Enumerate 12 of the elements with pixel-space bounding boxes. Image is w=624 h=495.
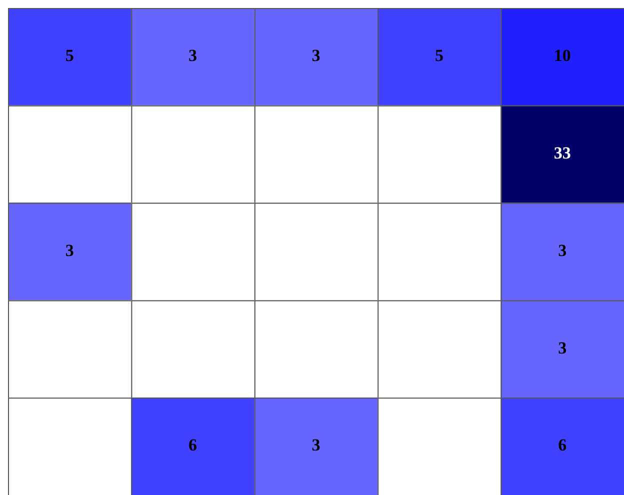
data-label: 6 [558, 436, 567, 455]
data-label: 3 [65, 240, 74, 260]
data-label: 3 [312, 46, 320, 66]
data-label: 6 [188, 436, 198, 455]
data-label: 3 [558, 240, 567, 260]
data-label: 3 [188, 46, 198, 66]
data-label: 5 [434, 46, 444, 66]
data-label: 10 [554, 46, 571, 66]
data-label: 33 [554, 143, 571, 162]
data-label: 3 [312, 436, 320, 455]
data-label: 3 [558, 338, 567, 358]
data-label: 5 [65, 46, 74, 66]
